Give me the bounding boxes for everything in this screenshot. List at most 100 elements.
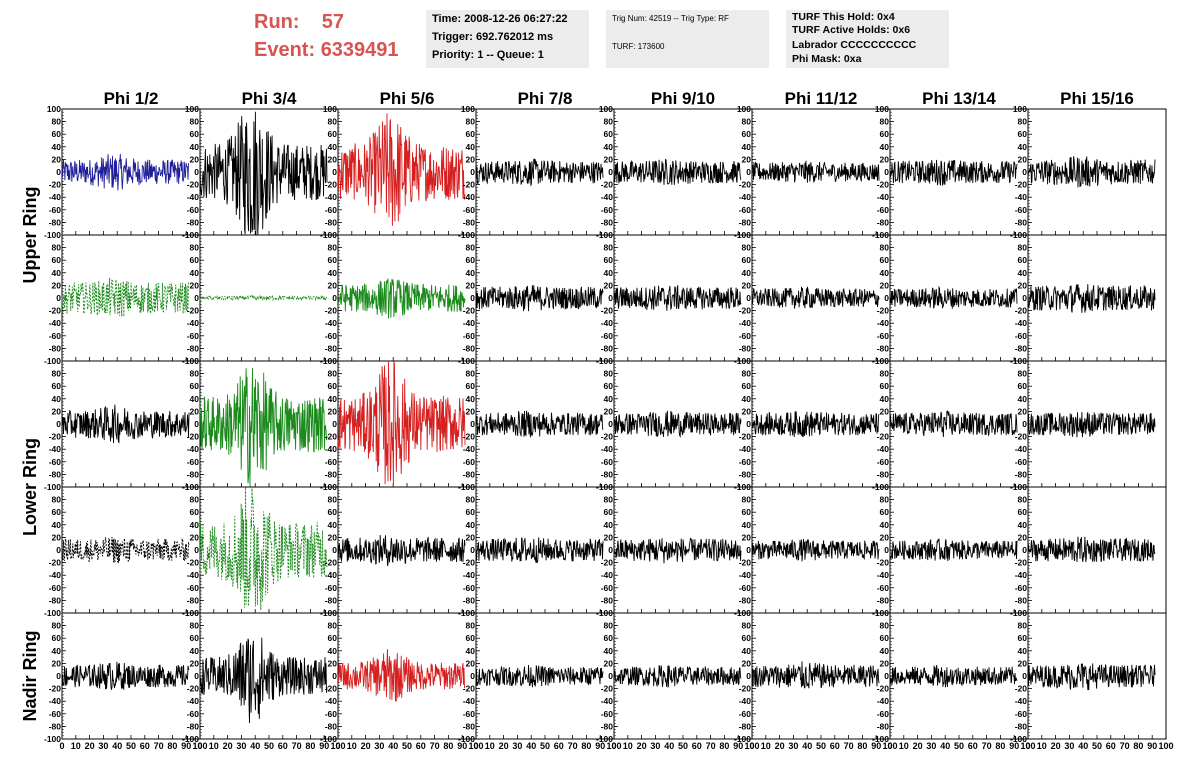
x-tick-label: 20: [913, 741, 923, 751]
y-tick-label: 0: [332, 167, 337, 177]
y-tick-label: 80: [328, 621, 338, 631]
trigger-info-box: Trig Num: 42519 -- Trig Type: RF TURF: 1…: [606, 10, 769, 68]
y-tick-label: 60: [190, 507, 200, 517]
y-tick-label: 40: [1018, 520, 1028, 530]
x-tick-label: 20: [85, 741, 95, 751]
y-tick-label: -60: [187, 331, 200, 341]
y-tick-label: 20: [466, 154, 476, 164]
y-tick-label: -80: [463, 217, 476, 227]
waveform-trace: [475, 158, 604, 187]
x-tick-label: 90: [733, 741, 743, 751]
waveform-trace: [61, 153, 190, 191]
event-value: 6339491: [320, 39, 399, 61]
y-tick-label: 20: [328, 658, 338, 668]
x-tick-label: 60: [554, 741, 564, 751]
waveform-trace: [613, 158, 742, 185]
y-tick-label: -20: [187, 558, 200, 568]
y-tick-label: -40: [187, 696, 200, 706]
y-tick-label: 0: [884, 419, 889, 429]
y-tick-label: 40: [190, 142, 200, 152]
waveform-trace: [337, 649, 466, 702]
y-tick-label: 80: [1018, 243, 1028, 253]
y-tick-label: 60: [880, 507, 890, 517]
y-tick-label: 80: [190, 243, 200, 253]
x-tick-label: 20: [775, 741, 785, 751]
y-tick-label: 80: [742, 621, 752, 631]
y-tick-label: 80: [328, 369, 338, 379]
x-tick-label: 80: [719, 741, 729, 751]
y-tick-label: 0: [56, 293, 61, 303]
y-tick-label: 60: [190, 381, 200, 391]
y-tick-label: -20: [1015, 558, 1028, 568]
run-event-header: Run: 57 Event: 6339491: [254, 8, 399, 64]
x-tick-label: 90: [319, 741, 329, 751]
x-tick-label: 30: [650, 741, 660, 751]
y-tick-label: 0: [608, 545, 613, 555]
y-tick-label: 40: [52, 394, 62, 404]
y-tick-label: 60: [466, 255, 476, 265]
x-tick-label: 20: [499, 741, 509, 751]
x-tick-label: 70: [154, 741, 164, 751]
waveform-trace: [475, 285, 604, 312]
y-tick-label: 60: [52, 255, 62, 265]
y-tick-label: 20: [328, 280, 338, 290]
y-tick-label: 40: [328, 646, 338, 656]
y-tick-label: 60: [604, 255, 614, 265]
y-tick-label: -80: [601, 595, 614, 605]
y-tick-label: -60: [739, 331, 752, 341]
y-tick-label: 60: [52, 129, 62, 139]
time-text: Time: 2008-12-26 06:27:22: [432, 13, 568, 25]
waveform-trace: [61, 536, 190, 564]
y-tick-label: -80: [325, 217, 338, 227]
y-tick-label: 60: [190, 255, 200, 265]
y-tick-label: -80: [877, 343, 890, 353]
y-tick-label: 0: [884, 293, 889, 303]
x-tick-label: 70: [1120, 741, 1130, 751]
y-tick-label: -80: [739, 469, 752, 479]
y-tick-label: 0: [332, 545, 337, 555]
y-tick-label: 40: [466, 142, 476, 152]
y-tick-label: 80: [880, 495, 890, 505]
y-tick-label: 40: [880, 646, 890, 656]
y-tick-label: 20: [190, 154, 200, 164]
y-tick-label: -60: [187, 205, 200, 215]
y-tick-label: -40: [877, 696, 890, 706]
x-tick-label: 60: [692, 741, 702, 751]
y-tick-label: 20: [52, 406, 62, 416]
y-tick-label: -20: [739, 306, 752, 316]
row-label: Upper Ring: [20, 187, 40, 284]
y-tick-label: 60: [1018, 255, 1028, 265]
y-tick-label: 80: [604, 117, 614, 127]
y-tick-label: 40: [52, 268, 62, 278]
y-tick-label: 80: [604, 621, 614, 631]
x-tick-label: 10: [623, 741, 633, 751]
waveform-trace: [889, 410, 1018, 438]
y-tick-label: -20: [601, 306, 614, 316]
y-tick-label: 40: [328, 268, 338, 278]
y-tick-label: 40: [466, 646, 476, 656]
y-tick-label: -100: [596, 734, 613, 744]
y-tick-label: -20: [739, 684, 752, 694]
y-tick-label: 60: [52, 633, 62, 643]
y-tick-label: -60: [739, 709, 752, 719]
y-tick-label: 80: [328, 243, 338, 253]
y-tick-label: 40: [190, 646, 200, 656]
y-tick-label: -40: [1015, 192, 1028, 202]
y-tick-label: -20: [463, 180, 476, 190]
x-tick-label: 40: [250, 741, 260, 751]
y-tick-label: 40: [880, 268, 890, 278]
y-tick-label: 0: [746, 293, 751, 303]
y-tick-label: 0: [332, 293, 337, 303]
column-header: Phi 11/12: [785, 89, 858, 108]
y-tick-label: 20: [190, 406, 200, 416]
waveform-trace: [199, 111, 328, 236]
x-tick-label: 70: [844, 741, 854, 751]
turf-active-holds-text: TURF Active Holds: 0x6: [792, 24, 911, 36]
panel-frame: [199, 486, 339, 614]
y-tick-label: -80: [739, 217, 752, 227]
y-tick-label: 80: [880, 621, 890, 631]
y-tick-label: 0: [884, 167, 889, 177]
y-tick-label: -40: [1015, 696, 1028, 706]
y-tick-label: -40: [601, 192, 614, 202]
y-tick-label: 60: [742, 633, 752, 643]
